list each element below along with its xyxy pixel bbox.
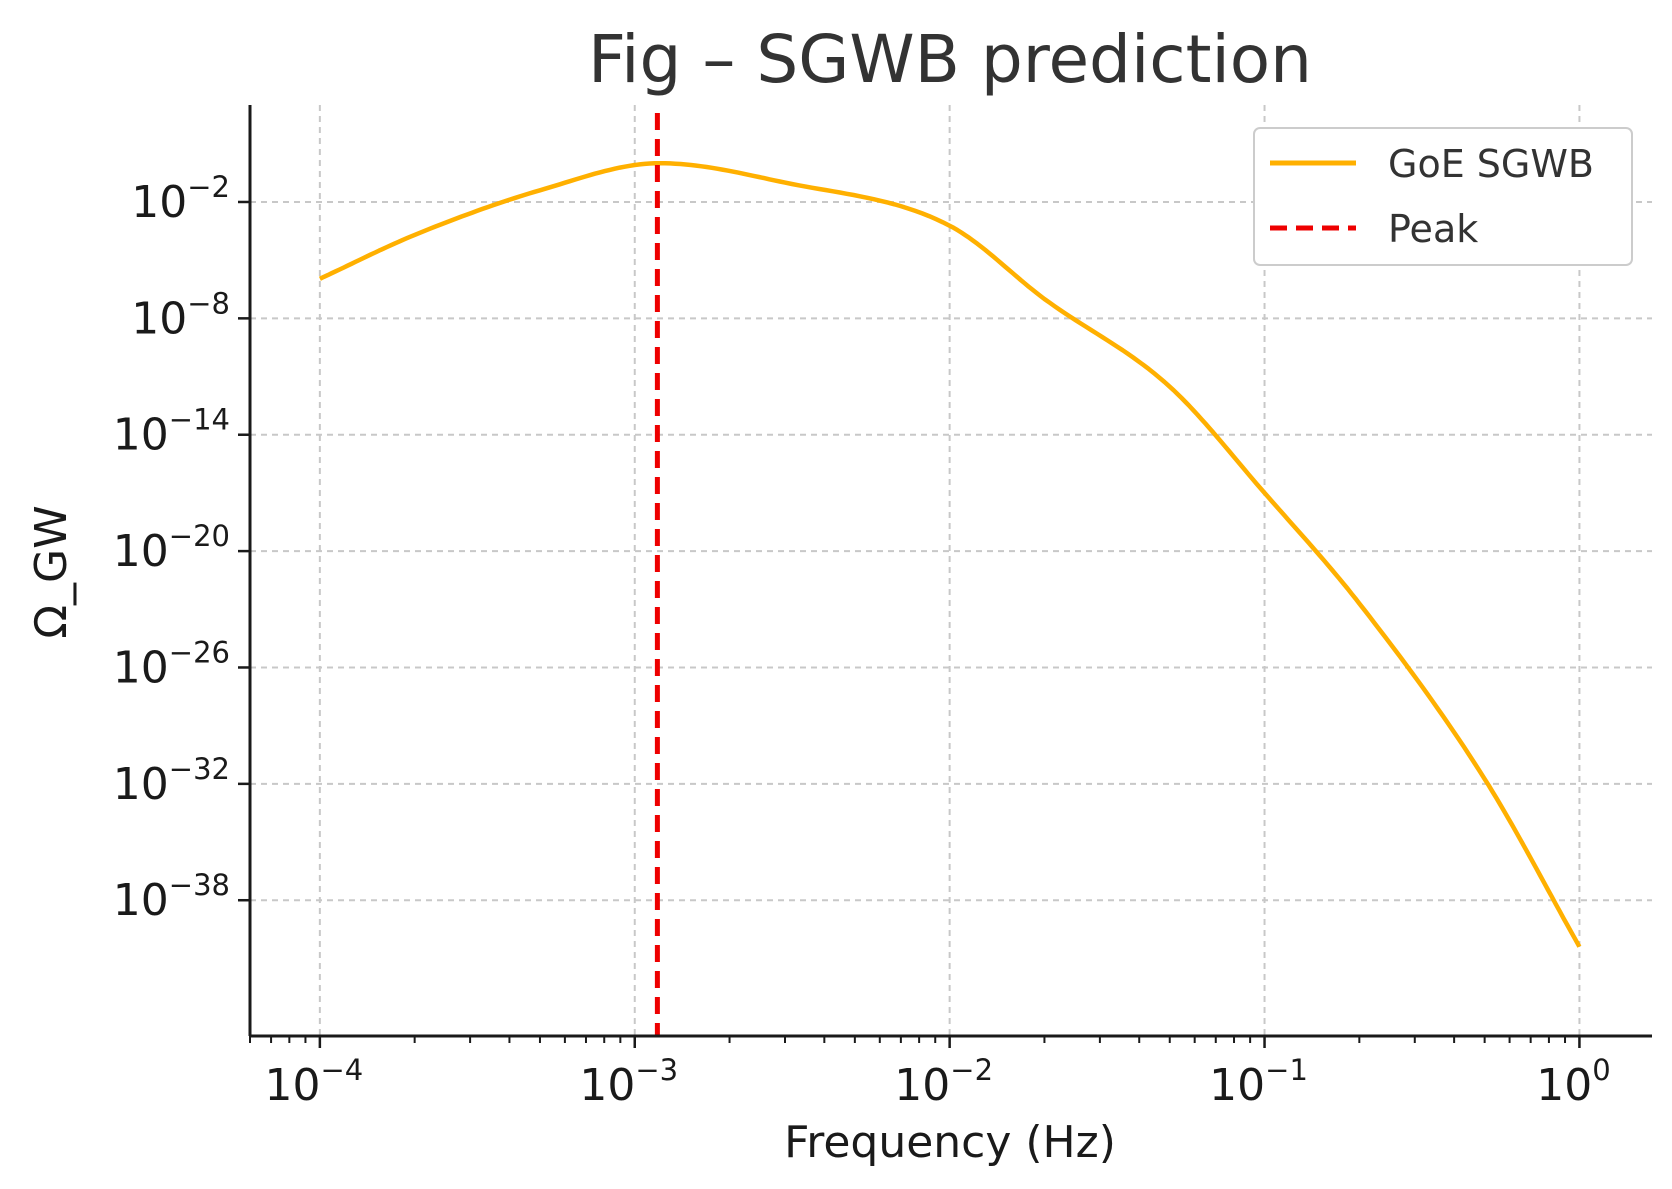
y-tick-label: 10−14 bbox=[113, 403, 230, 461]
y-tick-label: 10−2 bbox=[131, 170, 230, 228]
plot-series bbox=[318, 113, 1582, 1036]
legend: GoE SGWB Peak bbox=[1253, 127, 1633, 266]
chart-title: Fig – SGWB prediction bbox=[588, 21, 1312, 98]
x-tick-label: 10−1 bbox=[1209, 1053, 1308, 1111]
y-ticks: 10−2 10−8 10−14 10−20 10−26 10−32 10−38 bbox=[113, 170, 250, 926]
legend-label-goe-sgwb: GoE SGWB bbox=[1388, 142, 1594, 186]
x-ticks: 10−4 10−3 10−2 10−1 100 bbox=[249, 1036, 1611, 1111]
axes bbox=[248, 105, 1652, 1038]
y-tick-label: 10−8 bbox=[131, 286, 230, 344]
x-axis-label: Frequency (Hz) bbox=[784, 1117, 1116, 1168]
y-tick-label: 10−26 bbox=[113, 635, 230, 693]
y-tick-label: 10−32 bbox=[113, 752, 230, 810]
y-axis-label: Ω_GW bbox=[26, 505, 77, 638]
x-tick-label: 100 bbox=[1536, 1053, 1610, 1111]
series-line-goe-sgwb bbox=[318, 160, 1582, 948]
y-tick-label: 10−20 bbox=[113, 519, 230, 577]
x-tick-label: 10−4 bbox=[264, 1053, 363, 1111]
x-tick-label: 10−2 bbox=[894, 1053, 993, 1111]
legend-label-peak: Peak bbox=[1388, 207, 1478, 251]
y-tick-label: 10−38 bbox=[113, 868, 230, 926]
x-tick-label: 10−3 bbox=[579, 1053, 678, 1111]
